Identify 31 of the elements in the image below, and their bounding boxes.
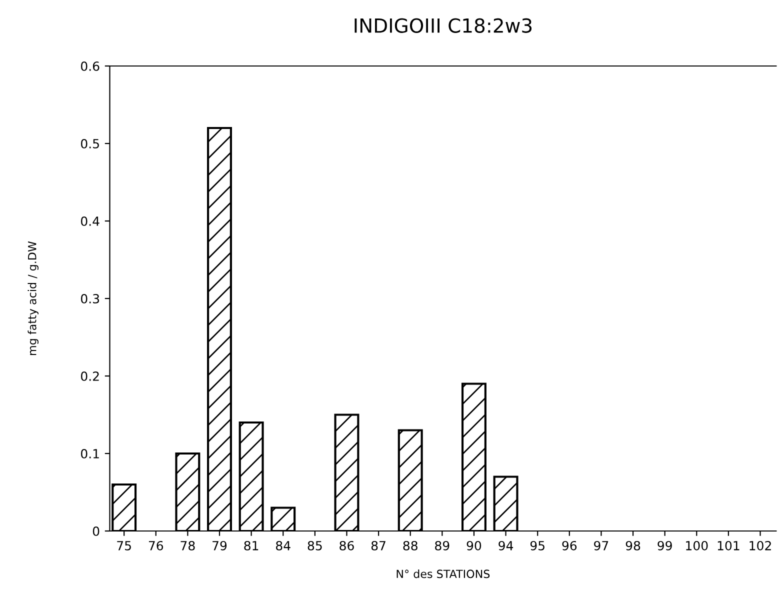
y-tick-label: 0: [92, 526, 100, 536]
x-tick-label: 79: [212, 540, 227, 550]
y-tick-label: 0.2: [80, 371, 99, 381]
x-tick-label: 81: [244, 540, 258, 550]
y-tick-label: 0.3: [80, 294, 100, 304]
x-tick-label: 88: [403, 540, 418, 550]
y-tick-label: 0.5: [80, 138, 99, 148]
x-tick-label: 98: [626, 540, 640, 550]
chart-title: INDIGOIII C18:2w3: [354, 18, 532, 33]
x-tick-label: 78: [180, 540, 195, 550]
y-tick-label: 0.1: [80, 448, 99, 458]
y-tick-label: 0.4: [80, 216, 100, 226]
x-tick-label: 100: [686, 540, 708, 550]
x-tick-label: 97: [594, 540, 608, 550]
x-tick-label: 76: [148, 540, 164, 550]
y-tick-label: 0.6: [80, 61, 100, 71]
x-tick-label: 89: [435, 540, 450, 550]
x-tick-label: 85: [308, 540, 322, 550]
x-tick-label: 99: [658, 540, 672, 550]
x-tick-label: 101: [718, 540, 740, 550]
x-tick-label: 95: [530, 540, 544, 550]
x-tick-label: 84: [276, 540, 290, 550]
x-tick-label: 102: [750, 540, 771, 550]
x-tick-label: 87: [371, 540, 386, 550]
x-tick-label: 96: [562, 540, 577, 550]
y-axis-title: mg fatty acid / g.DW: [28, 241, 38, 355]
x-tick-label: 86: [340, 540, 354, 550]
x-tick-label: 75: [117, 541, 131, 550]
x-tick-label: 90: [466, 540, 482, 550]
x-axis-title: N° des STATIONS: [396, 569, 490, 578]
x-tick-label: 94: [498, 540, 514, 550]
